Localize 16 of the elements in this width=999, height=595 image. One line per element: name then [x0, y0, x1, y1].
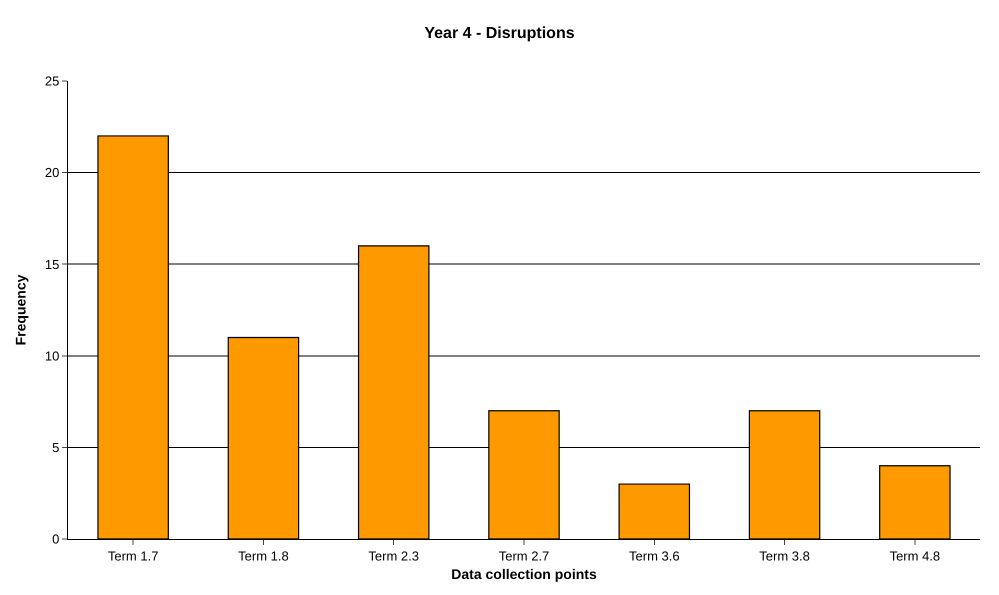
- y-tick-label: 15: [44, 256, 60, 272]
- x-tick-label: Term 4.8: [890, 548, 940, 564]
- y-tick-label: 0: [52, 532, 60, 547]
- y-tick-label: 25: [44, 74, 60, 89]
- x-tick-label: Term 3.8: [759, 548, 810, 564]
- x-axis-title: Data collection points: [451, 566, 597, 582]
- x-tick-label: Term 2.3: [368, 548, 419, 564]
- x-tick-label: Term 1.7: [108, 548, 158, 564]
- y-tick-label: 10: [44, 348, 60, 364]
- x-tick-label: Term 1.8: [238, 548, 289, 564]
- y-tick-label: 5: [52, 440, 60, 455]
- y-axis-title: Frequency: [12, 274, 29, 346]
- y-tick-label: 20: [44, 165, 60, 180]
- x-tick-label: Term 2.7: [498, 548, 550, 564]
- chart-title: Year 4 - Disruptions: [424, 24, 575, 42]
- x-tick-label: Term 3.6: [629, 548, 680, 564]
